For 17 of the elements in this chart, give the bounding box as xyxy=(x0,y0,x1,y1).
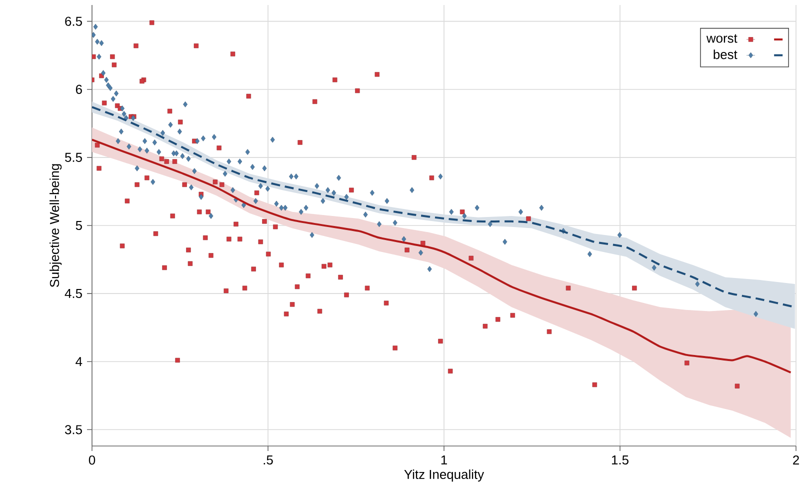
legend-label: best xyxy=(714,50,738,60)
y-tick-label: 5.5 xyxy=(65,152,82,162)
x-axis-title: Yitz Inequality xyxy=(404,469,484,482)
y-axis-title: Subjective Well-being xyxy=(50,164,62,288)
line-series xyxy=(92,138,792,374)
y-tick-label: 4.5 xyxy=(64,289,82,298)
x-tick-label: .5 xyxy=(264,455,273,465)
y-tick-label: 4 xyxy=(76,357,82,366)
legend-label: worst xyxy=(706,34,738,43)
y-tick-label: 3.5 xyxy=(65,425,82,434)
y-tick-label: 6 xyxy=(76,84,82,94)
x-tick-label: 0 xyxy=(88,455,96,465)
x-tick-label: 1.5 xyxy=(612,455,628,465)
y-tick-label: 5 xyxy=(76,220,82,230)
x-tick-label: 1 xyxy=(441,455,447,464)
y-tick-label: 6.5 xyxy=(65,16,82,26)
x-tick-label: 2 xyxy=(793,455,799,465)
